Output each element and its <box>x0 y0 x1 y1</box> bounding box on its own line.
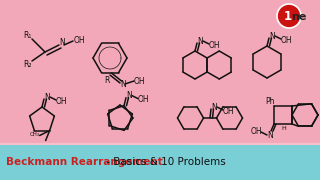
Text: OH: OH <box>208 40 220 50</box>
Text: Ph: Ph <box>265 96 275 105</box>
Text: - Basics & 10 Problems: - Basics & 10 Problems <box>103 158 226 167</box>
Text: N: N <box>197 37 203 46</box>
Text: N: N <box>269 31 275 40</box>
Text: OH: OH <box>73 35 85 44</box>
Text: R₂: R₂ <box>23 60 31 69</box>
Circle shape <box>277 4 301 28</box>
Text: OH: OH <box>137 95 149 104</box>
Text: Beckmann Rearrangement: Beckmann Rearrangement <box>6 158 163 167</box>
Text: N: N <box>44 93 50 102</box>
Text: CH₃: CH₃ <box>41 143 51 148</box>
Text: OH: OH <box>250 127 262 136</box>
Text: N: N <box>120 80 126 89</box>
Text: OH: OH <box>222 107 234 116</box>
Text: OH: OH <box>133 76 145 86</box>
Text: N: N <box>126 91 132 100</box>
Text: OH: OH <box>280 35 292 44</box>
Text: 1: 1 <box>284 10 292 22</box>
Text: ne: ne <box>291 12 307 22</box>
Text: N: N <box>267 130 273 140</box>
Text: N: N <box>59 37 65 46</box>
Text: OH: OH <box>55 96 67 105</box>
Text: CH₃: CH₃ <box>29 132 40 137</box>
FancyBboxPatch shape <box>0 145 320 180</box>
Text: R₁: R₁ <box>23 30 31 39</box>
Text: N: N <box>211 102 217 111</box>
Text: H: H <box>282 127 286 132</box>
Text: R: R <box>104 75 110 84</box>
